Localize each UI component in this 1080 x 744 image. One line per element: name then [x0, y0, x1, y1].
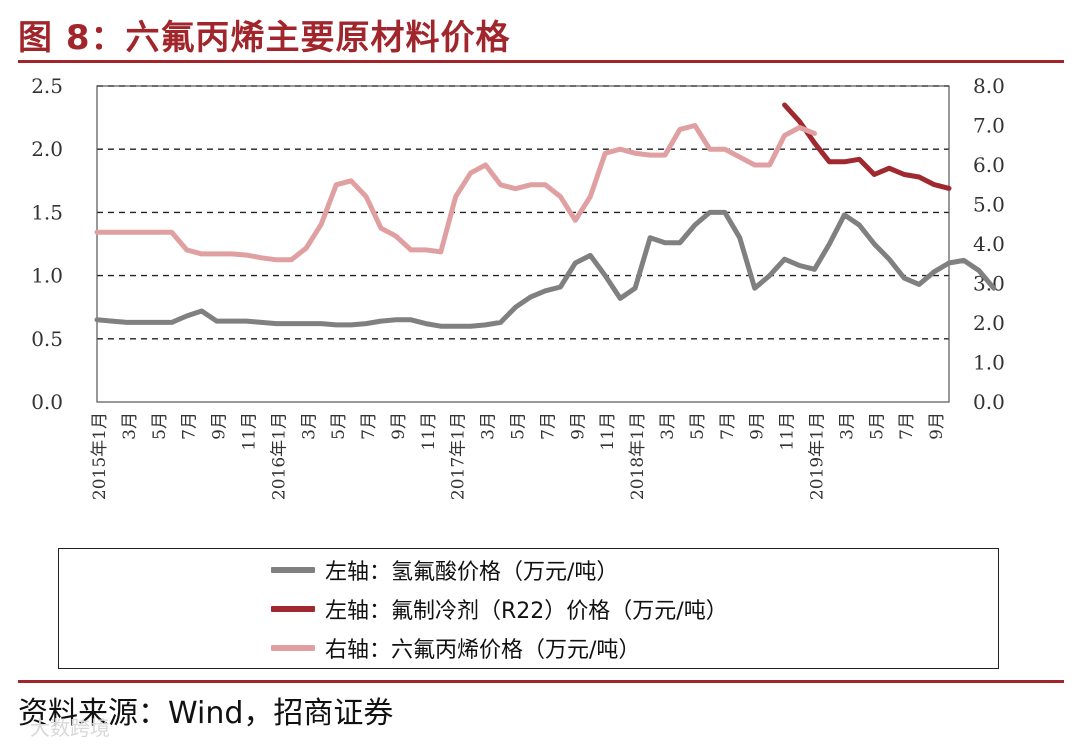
left-tick-label: 0.5 — [31, 327, 63, 351]
x-tick-label: 3月 — [658, 412, 678, 440]
legend-label-hfp: 右轴：六氟丙烯价格（万元/吨） — [325, 638, 641, 663]
left-tick-label: 0.0 — [31, 390, 63, 414]
x-tick-label: 7月 — [180, 412, 200, 440]
x-tick-label: 3月 — [120, 412, 140, 440]
legend-line-hfp — [271, 645, 315, 651]
legend-line-hf — [271, 567, 315, 573]
right-tick-label: 8.0 — [973, 74, 1005, 98]
x-tick-label: 9月 — [927, 412, 947, 440]
legend-item-hf: 左轴：氢氟酸价格（万元/吨） — [271, 555, 618, 585]
x-tick-label: 5月 — [688, 412, 708, 440]
x-tick-label: 3月 — [299, 412, 319, 440]
x-tick-label: 9月 — [748, 412, 768, 440]
right-tick-label: 4.0 — [973, 232, 1005, 256]
x-tick-label: 5月 — [329, 412, 349, 440]
series-line-hfp — [94, 123, 817, 263]
series-line-hf — [94, 209, 997, 329]
x-tick-label: 11月 — [239, 412, 259, 451]
footer-rule — [18, 680, 1064, 683]
x-tick-label: 2017年1月 — [449, 412, 469, 500]
right-tick-label: 1.0 — [973, 351, 1005, 375]
right-tick-label: 5.0 — [973, 193, 1005, 217]
watermark: 大数跨境 — [30, 716, 110, 740]
legend-item-hfp: 右轴：六氟丙烯价格（万元/吨） — [271, 633, 640, 663]
legend: 左轴：氢氟酸价格（万元/吨） 左轴：氟制冷剂（R22）价格（万元/吨） 右轴：六… — [58, 548, 999, 669]
x-tick-label: 2019年1月 — [807, 412, 827, 500]
plot-frame — [96, 85, 950, 403]
title-rule — [18, 60, 1064, 63]
x-tick-label: 3月 — [479, 412, 499, 440]
chart-title: 图 8：六氟丙烯主要原材料价格 — [18, 18, 511, 58]
line-chart: 0.00.51.01.52.02.50.01.02.03.04.05.06.07… — [31, 74, 1005, 500]
x-tick-label: 2018年1月 — [628, 412, 648, 500]
legend-item-r22: 左轴：氟制冷剂（R22）价格（万元/吨） — [271, 594, 728, 624]
legend-label-r22: 左轴：氟制冷剂（R22）价格（万元/吨） — [325, 599, 728, 624]
x-tick-label: 7月 — [538, 412, 558, 440]
legend-line-r22 — [271, 606, 315, 612]
series-line-r22 — [782, 102, 952, 191]
right-tick-label: 7.0 — [973, 114, 1005, 138]
x-tick-label: 2015年1月 — [90, 412, 110, 500]
x-tick-label: 11月 — [598, 412, 618, 451]
x-tick-label: 3月 — [837, 412, 857, 440]
x-tick-label: 11月 — [419, 412, 439, 451]
x-tick-label: 7月 — [897, 412, 917, 440]
left-tick-label: 2.0 — [31, 137, 63, 161]
x-tick-label: 5月 — [509, 412, 529, 440]
left-tick-label: 1.0 — [31, 264, 63, 288]
x-tick-label: 7月 — [718, 412, 738, 440]
right-tick-label: 2.0 — [973, 311, 1005, 335]
x-tick-label: 9月 — [568, 412, 588, 440]
x-tick-label: 5月 — [867, 412, 887, 440]
left-tick-label: 2.5 — [31, 74, 63, 98]
x-tick-label: 11月 — [778, 412, 798, 451]
right-tick-label: 0.0 — [973, 390, 1005, 414]
x-tick-label: 2016年1月 — [269, 412, 289, 500]
right-tick-label: 6.0 — [973, 153, 1005, 177]
x-tick-label: 7月 — [359, 412, 379, 440]
x-tick-label: 5月 — [150, 412, 170, 440]
left-tick-label: 1.5 — [31, 200, 63, 224]
x-tick-label: 9月 — [210, 412, 230, 440]
legend-label-hf: 左轴：氢氟酸价格（万元/吨） — [325, 560, 619, 585]
source-note: 资料来源：Wind，招商证券 — [18, 696, 394, 731]
x-tick-label: 9月 — [389, 412, 409, 440]
